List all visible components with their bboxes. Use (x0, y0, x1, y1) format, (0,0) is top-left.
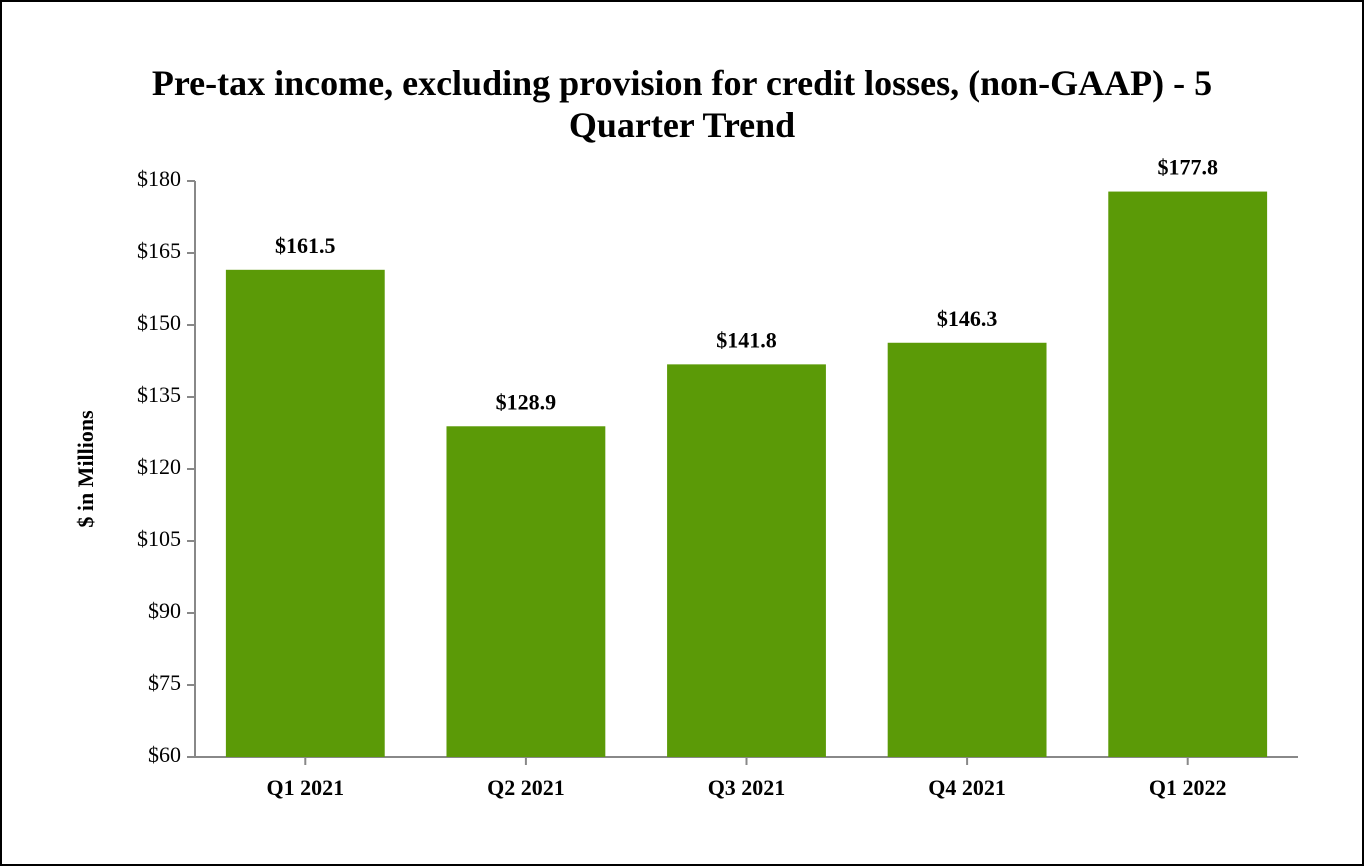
bar (225, 269, 385, 757)
y-tick-label: $150 (137, 310, 181, 335)
bar (1108, 191, 1268, 757)
x-tick-label: Q2 2021 (487, 775, 565, 800)
y-tick-label: $75 (148, 670, 181, 695)
data-label: $177.8 (1157, 155, 1218, 180)
chart-title: Pre-tax income, excluding provision for … (151, 63, 1213, 145)
x-tick-label: Q4 2021 (928, 775, 1006, 800)
x-tick-label: Q1 2022 (1149, 775, 1227, 800)
y-tick-label: $60 (148, 742, 181, 767)
bar (446, 426, 606, 757)
y-tick-label: $165 (137, 238, 181, 263)
data-label: $146.3 (937, 306, 998, 331)
y-axis-title: $ in Millions (73, 410, 98, 528)
bar (667, 364, 826, 757)
x-tick-label: Q1 2021 (266, 775, 344, 800)
x-tick-label: Q3 2021 (708, 775, 786, 800)
y-tick-label: $180 (137, 166, 181, 191)
y-tick-label: $135 (137, 382, 181, 407)
y-tick-label: $105 (137, 526, 181, 551)
data-label: $161.5 (275, 233, 336, 258)
data-label: $128.9 (496, 389, 557, 414)
data-label: $141.8 (716, 327, 777, 352)
y-tick-label: $90 (148, 598, 181, 623)
y-tick-label: $120 (137, 454, 181, 479)
bar (887, 342, 1047, 757)
